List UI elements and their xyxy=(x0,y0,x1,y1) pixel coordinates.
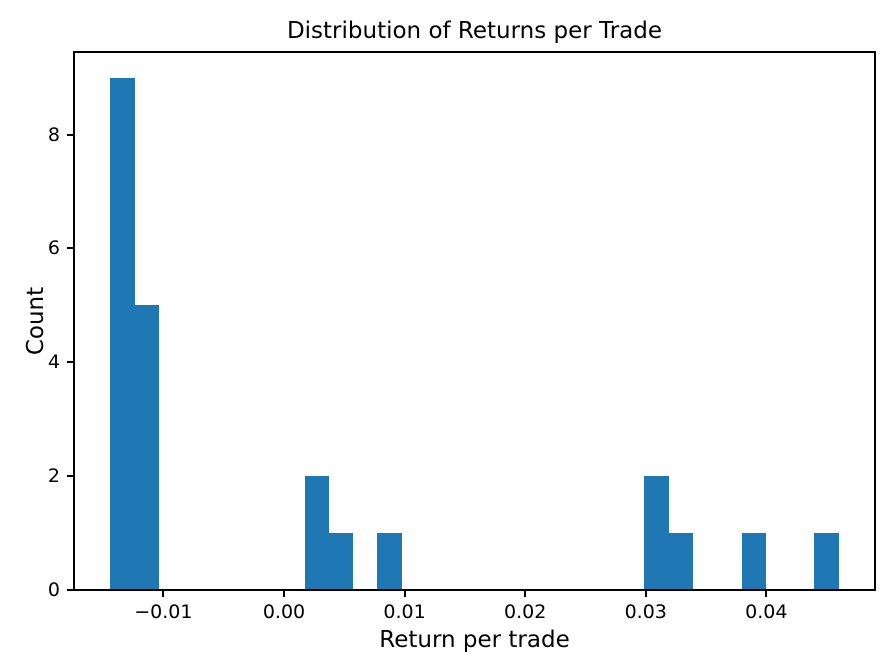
plot-area: −0.01 0.00 0.01 0.02 0.03 0.04 0 2 4 6 8 xyxy=(48,51,876,622)
y-tick-mark xyxy=(67,247,73,250)
x-tick-label: 0.01 xyxy=(383,601,426,623)
x-tick-label: 0.00 xyxy=(262,601,306,623)
ticks-layer xyxy=(67,52,875,597)
y-tick-label: 4 xyxy=(47,351,60,374)
y-tick-mark xyxy=(67,361,73,364)
axis-spine-left xyxy=(73,51,75,591)
y-axis-label: Count xyxy=(23,286,49,356)
histogram-bar xyxy=(328,533,354,590)
x-tick-label: 0.02 xyxy=(503,601,547,623)
x-tick-mark xyxy=(644,591,647,597)
x-tick-mark xyxy=(765,591,768,597)
histogram-bar xyxy=(377,533,402,590)
y-tick-mark xyxy=(67,589,73,591)
histogram-bar xyxy=(741,533,766,590)
x-tick-label: 0.04 xyxy=(745,601,788,623)
y-tick-label: 8 xyxy=(47,123,60,146)
axis-spine-right xyxy=(874,51,876,591)
y-tick-label: 0 xyxy=(47,579,60,601)
y-tick-mark xyxy=(67,475,73,478)
x-tick-label: −0.01 xyxy=(134,601,193,623)
x-tick-mark xyxy=(403,591,406,597)
bars-layer xyxy=(74,52,875,590)
axis-spine-bottom xyxy=(73,589,876,591)
histogram-bar xyxy=(814,533,839,590)
x-axis-label: Return per trade xyxy=(379,627,570,653)
axis-spine-top xyxy=(73,51,876,53)
x-tick-mark xyxy=(162,591,165,597)
y-tick-mark xyxy=(67,133,73,136)
y-tick-label: 6 xyxy=(47,237,60,260)
histogram-bar xyxy=(304,476,329,590)
histogram-bar xyxy=(110,77,135,590)
y-tick-label: 2 xyxy=(47,465,60,488)
histogram-bar xyxy=(134,305,159,590)
tick-labels-layer: −0.01 0.00 0.01 0.02 0.03 0.04 0 2 4 6 8 xyxy=(48,52,875,622)
histogram-bar xyxy=(644,476,669,590)
histogram-bar xyxy=(668,533,693,590)
x-tick-label: 0.03 xyxy=(624,601,667,623)
x-tick-mark xyxy=(282,591,285,597)
x-tick-mark xyxy=(524,591,527,597)
chart-title: Distribution of Returns per Trade xyxy=(286,18,663,44)
